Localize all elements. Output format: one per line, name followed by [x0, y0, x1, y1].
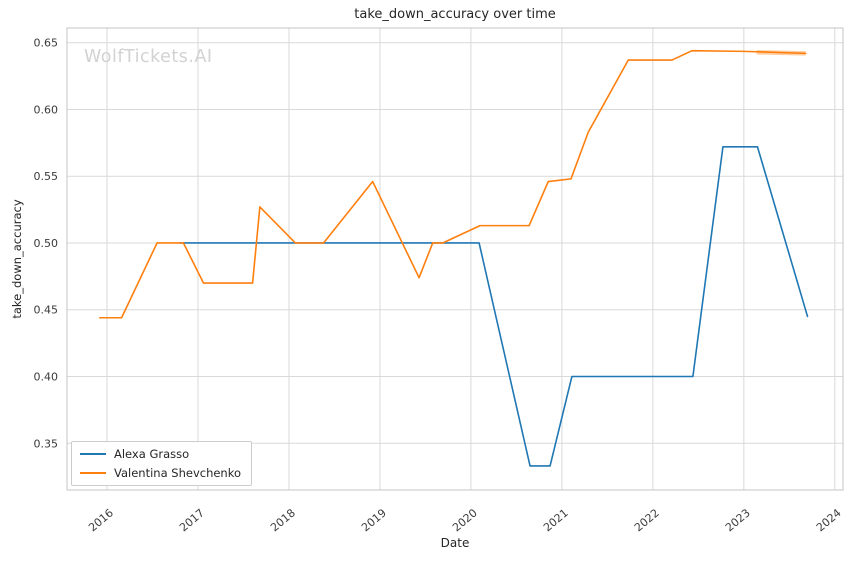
y-tick-label: 0.60 [34, 103, 59, 116]
legend-item-alexa-grasso: Alexa Grasso [80, 446, 241, 462]
legend-label-alexa-grasso: Alexa Grasso [114, 447, 190, 461]
x-tick-label: 2016 [86, 506, 116, 534]
x-axis-label: Date [440, 536, 470, 550]
y-tick-label: 0.50 [34, 237, 59, 250]
axes-spines [66, 27, 844, 491]
legend-label-valentina-shevchenko: Valentina Shevchenko [114, 466, 242, 480]
y-tick-label: 0.35 [34, 437, 59, 450]
x-tick-label: 2021 [541, 506, 571, 534]
legend-item-valentina-shevchenko: Valentina Shevchenko [80, 465, 241, 481]
series-line-alexa-grasso [179, 146, 809, 467]
x-tick-label: 2020 [450, 506, 480, 534]
y-tick-label: 0.65 [34, 37, 59, 50]
x-tick-label: 2018 [268, 506, 298, 534]
legend: Alexa Grasso Valentina Shevchenko [71, 441, 253, 486]
chart-title: take_down_accuracy over time [354, 7, 556, 22]
watermark: WolfTickets.AI [84, 47, 213, 67]
x-tick-label: 2022 [632, 506, 662, 534]
y-tick-label: 0.55 [34, 170, 59, 183]
series-line-valentina-shevchenko [98, 49, 807, 319]
x-tick-label: 2019 [359, 506, 389, 534]
x-tick-label: 2024 [814, 506, 844, 534]
y-tick-label: 0.45 [34, 304, 59, 317]
y-axis-label: take_down_accuracy [10, 199, 24, 319]
y-tick-label: 0.40 [34, 371, 59, 384]
x-tick-label: 2017 [177, 506, 207, 534]
legend-line-swatch-orange [80, 472, 106, 474]
x-tick-label: 2023 [723, 506, 753, 534]
legend-line-swatch-blue [80, 453, 106, 455]
